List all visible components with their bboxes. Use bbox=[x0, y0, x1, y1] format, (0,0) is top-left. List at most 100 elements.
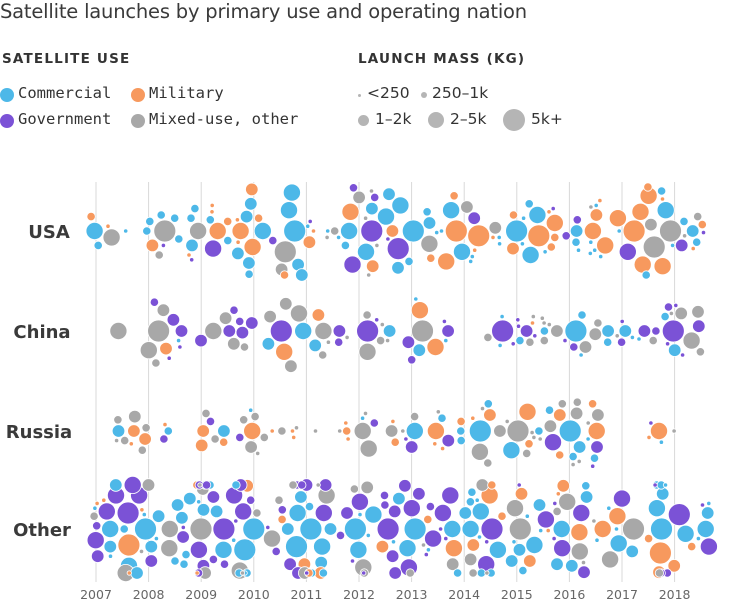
satellite-point bbox=[185, 238, 199, 253]
satellite-point bbox=[569, 224, 584, 238]
satellite-point bbox=[434, 230, 440, 236]
satellite-point bbox=[375, 539, 390, 554]
satellite-point bbox=[558, 492, 577, 511]
satellite-point bbox=[362, 410, 369, 416]
satellite-point bbox=[643, 533, 654, 544]
satellite-point bbox=[546, 242, 556, 252]
satellite-point bbox=[392, 491, 406, 506]
satellite-point bbox=[581, 481, 591, 491]
mixed-use-swatch bbox=[131, 114, 145, 128]
satellite-point bbox=[151, 358, 161, 368]
satellite-point bbox=[456, 426, 466, 436]
satellite-point bbox=[483, 458, 493, 468]
satellite-point bbox=[101, 520, 120, 539]
satellite-point bbox=[204, 239, 223, 258]
satellite-point bbox=[469, 254, 475, 260]
satellite-point bbox=[390, 418, 396, 424]
satellite-point bbox=[119, 524, 129, 534]
satellite-point bbox=[138, 432, 152, 446]
satellite-point bbox=[206, 490, 221, 504]
satellite-point bbox=[572, 215, 582, 225]
satellite-point bbox=[496, 234, 502, 240]
satellite-point bbox=[652, 482, 658, 488]
satellite-point bbox=[190, 204, 200, 214]
satellite-point bbox=[107, 553, 114, 559]
satellite-point bbox=[593, 318, 603, 328]
satellite-point bbox=[568, 451, 578, 462]
satellite-point bbox=[356, 319, 380, 343]
satellite-point bbox=[297, 480, 307, 490]
satellite-point bbox=[542, 249, 548, 255]
satellite-point bbox=[243, 237, 262, 256]
satellite-point bbox=[484, 570, 490, 576]
satellite-point bbox=[472, 247, 478, 253]
satellite-point bbox=[562, 337, 568, 344]
satellite-point bbox=[488, 540, 507, 559]
satellite-point bbox=[591, 518, 597, 524]
satellite-point bbox=[420, 234, 439, 253]
satellite-point bbox=[413, 296, 419, 302]
satellite-point bbox=[576, 458, 582, 464]
satellite-point bbox=[279, 201, 298, 220]
satellite-point bbox=[160, 539, 179, 558]
x-tick-label: 2012 bbox=[343, 587, 375, 602]
satellite-point bbox=[343, 420, 349, 426]
satellite-point bbox=[189, 517, 213, 541]
satellite-point bbox=[491, 319, 515, 343]
satellite-point bbox=[508, 210, 519, 220]
satellite-point bbox=[636, 336, 642, 342]
satellite-point bbox=[497, 511, 507, 521]
satellite-point bbox=[299, 517, 323, 541]
satellite-point bbox=[361, 570, 367, 576]
satellite-point bbox=[585, 420, 591, 426]
satellite-point bbox=[633, 255, 652, 274]
satellite-point bbox=[699, 537, 718, 556]
satellite-point bbox=[374, 242, 380, 248]
satellite-point bbox=[518, 565, 528, 576]
satellite-point bbox=[603, 337, 613, 347]
satellite-point bbox=[695, 347, 706, 357]
satellite-point bbox=[186, 252, 192, 258]
row-label-china: China bbox=[13, 322, 70, 343]
satellite-point bbox=[412, 487, 426, 501]
mass-swatch-1-2k bbox=[358, 115, 369, 126]
satellite-point bbox=[656, 201, 675, 220]
satellite-point bbox=[649, 541, 672, 565]
satellite-point bbox=[682, 331, 701, 350]
satellite-point bbox=[544, 405, 555, 415]
satellite-point bbox=[134, 517, 157, 541]
satellite-point bbox=[302, 235, 317, 249]
satellite-point bbox=[142, 226, 152, 236]
satellite-point bbox=[648, 335, 658, 346]
satellite-point bbox=[468, 419, 492, 443]
satellite-point bbox=[289, 304, 308, 323]
x-tick-label: 2017 bbox=[606, 587, 638, 602]
satellite-point bbox=[587, 250, 593, 256]
satellite-point bbox=[163, 426, 173, 436]
satellite-point bbox=[235, 316, 245, 326]
satellite-point bbox=[667, 559, 681, 573]
satellite-point bbox=[411, 319, 434, 343]
satellite-point bbox=[403, 436, 409, 442]
satellite-point bbox=[209, 504, 224, 519]
satellite-point bbox=[379, 321, 385, 328]
satellite-point bbox=[476, 534, 483, 540]
satellite-point bbox=[659, 219, 682, 243]
satellite-point bbox=[534, 426, 544, 436]
satellite-point bbox=[194, 333, 208, 348]
satellite-point bbox=[252, 508, 262, 518]
satellite-point bbox=[92, 505, 98, 511]
satellite-point bbox=[175, 511, 189, 525]
satellite-point bbox=[386, 237, 410, 261]
satellite-point bbox=[209, 202, 215, 208]
satellite-point bbox=[524, 199, 534, 209]
satellite-point bbox=[525, 536, 544, 555]
satellite-point bbox=[589, 453, 600, 463]
satellite-point bbox=[92, 521, 102, 531]
satellite-point bbox=[177, 344, 183, 350]
satellite-point bbox=[441, 318, 447, 324]
satellite-point bbox=[588, 239, 594, 245]
satellite-point bbox=[239, 209, 254, 224]
satellite-point bbox=[480, 517, 504, 541]
satellite-point bbox=[426, 337, 445, 356]
